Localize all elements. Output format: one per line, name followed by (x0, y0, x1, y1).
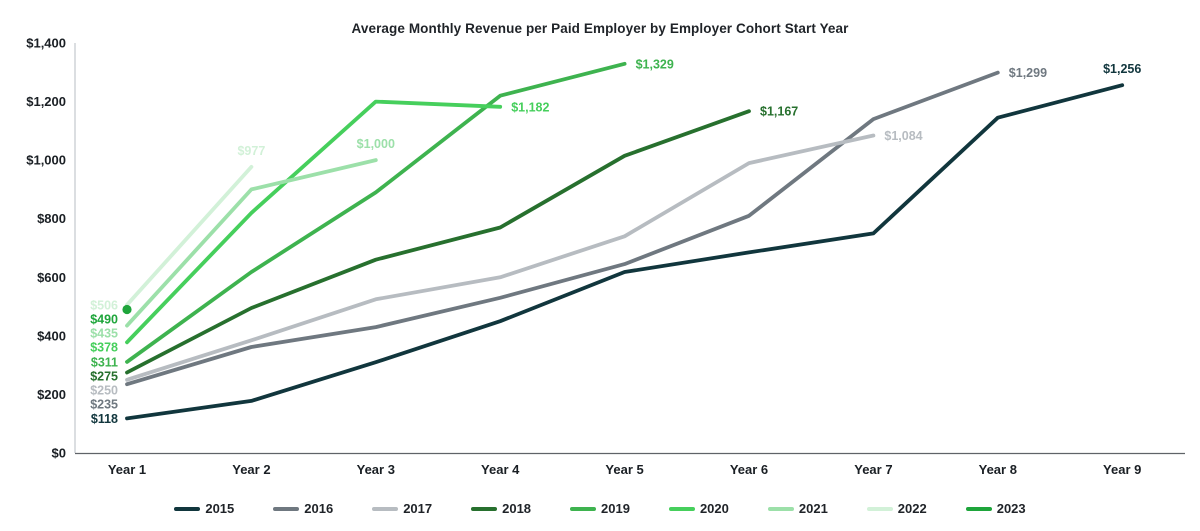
legend-swatch-2022 (866, 506, 893, 511)
y-tick-1000: $1,000 (26, 153, 66, 168)
series-line-2022 (125, 164, 254, 307)
end-label-2016: $1,299 (1009, 66, 1047, 80)
series-line-2015 (125, 83, 1125, 421)
start-label-2018: $275 (90, 369, 118, 383)
legend-label-2016: 2016 (304, 501, 334, 516)
legend-label-2023: 2023 (996, 501, 1026, 516)
chart-title: Average Monthly Revenue per Paid Employe… (351, 21, 849, 36)
legend-swatch-2016 (273, 506, 300, 511)
legend-swatch-2023 (965, 506, 992, 511)
end-label-2015: $1,256 (1103, 62, 1141, 76)
end-label-2022: $977 (237, 144, 265, 158)
legend-item-2016: 2016 (273, 501, 333, 516)
x-tick-year-1: Year 1 (108, 462, 146, 477)
y-tick-1400: $1,400 (26, 36, 66, 51)
start-label-2016: $235 (90, 397, 118, 411)
y-tick-800: $800 (37, 211, 66, 226)
legend-label-2017: 2017 (403, 501, 433, 516)
legend-item-2015: 2015 (174, 501, 234, 516)
legend-swatch-2018 (471, 506, 498, 511)
y-tick-200: $200 (37, 387, 66, 402)
x-tick-year-2: Year 2 (232, 462, 270, 477)
end-label-2021: $1,000 (357, 137, 395, 151)
chart-legend: 2015 2016 2017 2018 2019 2020 2021 2022 2023 (0, 501, 1200, 516)
legend-item-2017: 2017 (372, 501, 432, 516)
start-label-2015: $118 (91, 412, 118, 426)
end-label-2019: $1,329 (636, 57, 674, 71)
legend-swatch-2015 (174, 506, 201, 511)
x-tick-year-9: Year 9 (1103, 462, 1141, 477)
x-tick-year-8: Year 8 (979, 462, 1017, 477)
legend-swatch-2021 (767, 506, 794, 511)
end-label-2018: $1,167 (760, 105, 798, 119)
series-line-2017 (125, 133, 876, 382)
legend-item-2023: 2023 (965, 501, 1026, 516)
y-tick-1200: $1,200 (26, 94, 66, 109)
x-tick-year-7: Year 7 (854, 462, 892, 477)
legend-item-2021: 2021 (767, 501, 828, 516)
y-tick-0: $0 (52, 446, 66, 461)
series-line-2016 (125, 70, 1000, 387)
start-label-2021: $435 (90, 326, 118, 340)
end-label-2020: $1,182 (511, 100, 549, 114)
x-tick-year-5: Year 5 (605, 462, 643, 477)
x-tick-year-6: Year 6 (730, 462, 768, 477)
legend-item-2019: 2019 (570, 501, 630, 516)
series-line-2019 (125, 61, 627, 364)
start-label-2020: $378 (90, 340, 118, 354)
series-point-2023 (122, 304, 132, 315)
start-label-2022: $506 (90, 298, 118, 312)
series-line-2018 (125, 109, 751, 375)
legend-label-2021: 2021 (798, 501, 828, 516)
legend-item-2018: 2018 (471, 501, 531, 516)
legend-swatch-2017 (372, 506, 399, 511)
y-tick-400: $400 (37, 328, 66, 343)
legend-label-2020: 2020 (699, 501, 729, 516)
series-line-2021 (125, 158, 378, 328)
legend-swatch-2020 (668, 506, 695, 511)
start-label-2017: $250 (90, 383, 118, 397)
legend-swatch-2019 (570, 506, 597, 511)
legend-item-2020: 2020 (668, 501, 729, 516)
legend-item-2022: 2022 (866, 501, 927, 516)
x-tick-year-4: Year 4 (481, 462, 520, 477)
legend-label-2015: 2015 (205, 501, 235, 516)
y-tick-600: $600 (37, 270, 66, 285)
end-label-2017: $1,084 (884, 129, 922, 143)
x-tick-year-3: Year 3 (357, 462, 395, 477)
legend-label-2018: 2018 (502, 501, 532, 516)
legend-label-2019: 2019 (601, 501, 630, 516)
start-label-2023: $490 (90, 312, 118, 326)
legend-label-2022: 2022 (897, 501, 927, 516)
start-label-2019: $311 (91, 355, 118, 369)
series-line-2020 (125, 99, 503, 345)
